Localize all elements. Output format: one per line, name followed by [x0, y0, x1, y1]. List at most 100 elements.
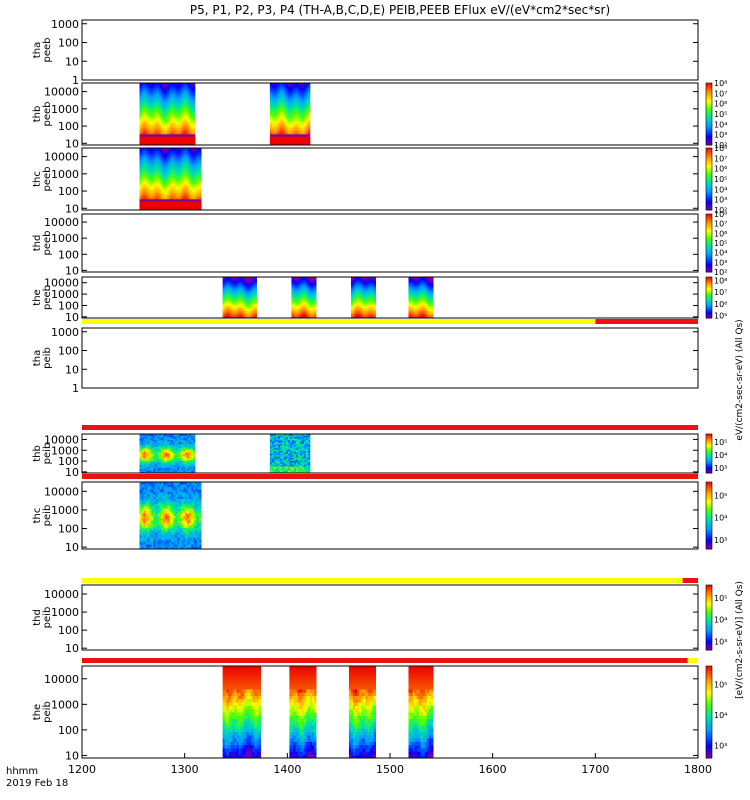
heat-cell [151, 136, 154, 139]
heat-cell [301, 98, 305, 102]
heat-cell [309, 288, 313, 291]
heat-cell [161, 201, 164, 204]
heat-cell [185, 161, 188, 164]
heat-cell [228, 294, 232, 297]
heat-cell [173, 111, 176, 115]
heat-cell [293, 140, 297, 144]
heat-cell [163, 192, 166, 195]
heat-cell [159, 190, 162, 193]
heat-cell [238, 288, 241, 291]
heat-cell [139, 196, 142, 200]
heat-cell [145, 198, 148, 202]
heat-cell [230, 306, 234, 309]
heat-cell [139, 190, 142, 193]
heat-cell [297, 107, 301, 110]
heat-cell [149, 131, 152, 135]
heat-cell [275, 131, 279, 135]
heat-cell [181, 98, 184, 102]
heat-cell [309, 307, 313, 310]
panel-label-product: peeb [42, 231, 53, 256]
y-tick-label: 1 [72, 74, 79, 87]
heat-cell [159, 159, 162, 162]
heat-cell [171, 105, 174, 108]
heat-cell [183, 109, 186, 113]
heat-cell [192, 94, 196, 97]
heat-cell [175, 165, 178, 169]
heat-cell [305, 278, 309, 281]
heat-cell [153, 133, 156, 137]
heat-cell [157, 114, 160, 117]
heat-cell [173, 148, 176, 151]
panel-label-product: peeb [42, 102, 53, 127]
heat-cell [295, 278, 298, 281]
heat-cell [161, 165, 164, 169]
heat-cell [254, 301, 257, 304]
heat-cell [183, 170, 186, 173]
heat-cell [289, 102, 293, 106]
heat-cell [149, 122, 152, 126]
heat-cell [246, 310, 249, 313]
heat-cell [169, 176, 172, 180]
heat-cell [145, 152, 148, 156]
heat-cell [281, 98, 285, 102]
heat-cell [234, 303, 237, 306]
heat-cell [291, 142, 295, 146]
colorbar-swatch [706, 216, 712, 219]
heat-cell [161, 116, 164, 119]
heat-cell [187, 107, 190, 110]
heat-cell [199, 205, 202, 209]
heat-cell [289, 122, 293, 126]
heat-cell [161, 192, 164, 195]
heat-cell [179, 194, 182, 198]
heat-cell [145, 118, 148, 122]
colorbar-swatch [706, 177, 712, 180]
heat-cell [161, 133, 164, 137]
heat-cell [145, 120, 148, 124]
heat-cell [157, 190, 160, 193]
heat-cell [309, 315, 313, 317]
heat-cell [277, 100, 281, 104]
heat-cell [139, 194, 142, 198]
heat-cell [159, 156, 162, 160]
heat-cell [165, 205, 168, 209]
heat-cell [246, 313, 249, 316]
heat-cell [177, 118, 180, 122]
heat-cell [143, 131, 146, 135]
heat-cell [199, 196, 202, 200]
heat-cell [242, 294, 245, 297]
heat-cell [252, 287, 255, 290]
heat-cell [283, 94, 287, 97]
heat-cell [159, 89, 162, 93]
heat-cell [177, 150, 180, 153]
heat-cell [192, 120, 196, 124]
heat-cell [299, 120, 303, 124]
heat-cell [145, 83, 148, 86]
heat-cell [299, 281, 303, 284]
heat-cell [301, 279, 305, 282]
colorbar-swatch [706, 208, 712, 211]
heat-cell [191, 154, 194, 158]
heat-cell [153, 131, 156, 135]
heat-cell [283, 118, 287, 122]
heat-cell [157, 152, 160, 156]
heat-cell [155, 127, 158, 130]
heat-cell [224, 306, 228, 309]
heat-cell [246, 301, 249, 304]
heat-cell [303, 281, 307, 284]
heat-cell [167, 138, 170, 141]
heat-cell [187, 203, 190, 206]
heat-cell [269, 85, 273, 88]
heat-cell [295, 307, 298, 310]
heat-cell [141, 205, 144, 209]
heat-cell [175, 94, 178, 97]
heat-cell [163, 105, 166, 108]
heat-cell [299, 96, 303, 99]
heat-cell [169, 100, 172, 104]
heat-cell [161, 156, 164, 160]
heat-cell [177, 159, 180, 162]
heat-cell [279, 138, 283, 141]
heat-cell [234, 307, 237, 310]
heat-cell [161, 190, 164, 193]
heat-cell [157, 98, 160, 102]
heat-cell [177, 142, 180, 146]
